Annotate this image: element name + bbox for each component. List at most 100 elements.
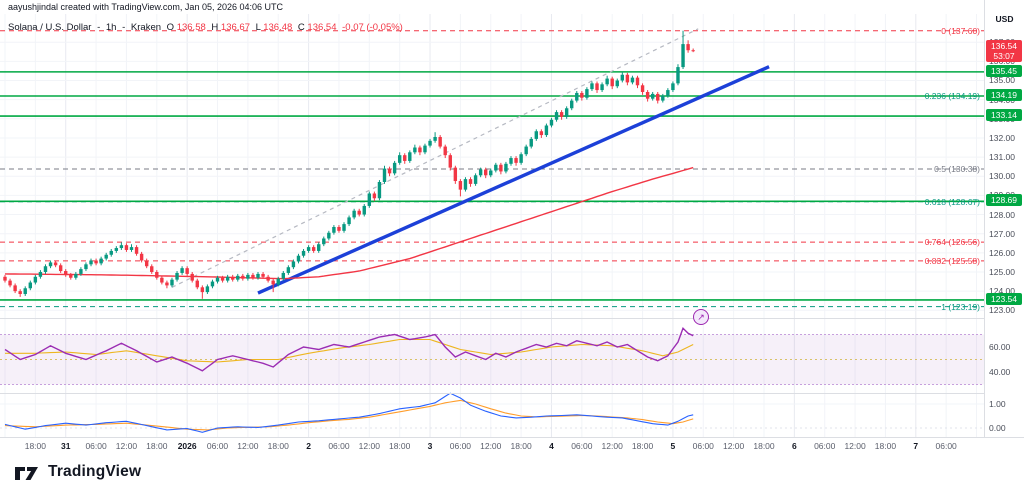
candle-body <box>484 169 488 176</box>
candle-body <box>342 224 346 231</box>
candle-body <box>504 163 508 172</box>
candle-body <box>129 247 134 250</box>
candle-body <box>559 112 564 117</box>
candle-body <box>195 280 199 288</box>
candle-body <box>620 74 625 81</box>
candle-body <box>266 276 270 281</box>
candle-body <box>600 84 604 91</box>
candle-body <box>246 274 250 279</box>
candle-body <box>296 255 301 262</box>
candle-body <box>615 80 619 87</box>
candle-body <box>311 247 316 251</box>
candle-body <box>99 258 103 264</box>
candle-body <box>205 286 210 293</box>
candle-body <box>610 78 614 87</box>
fib-level-label: 0.5 (130.38) <box>934 163 980 174</box>
candle-body <box>473 175 478 184</box>
candle-body <box>352 210 356 218</box>
price-line-badge: 128.69 <box>986 194 1022 207</box>
time-tick-label: 3 <box>427 441 433 451</box>
tradingview-wordmark[interactable]: TradingView <box>48 462 142 480</box>
panel-separator[interactable] <box>0 393 1024 394</box>
candle-body <box>160 277 164 283</box>
candle-body <box>200 287 205 293</box>
candle-body <box>590 83 594 90</box>
candle-body <box>220 277 225 281</box>
candle-body <box>372 193 377 199</box>
candle-body <box>478 169 483 176</box>
candle-body <box>53 262 58 266</box>
time-tick-label: 18:00 <box>510 441 532 451</box>
time-tick-label: 06:00 <box>935 441 957 451</box>
ohlc-open-value: 136.58 <box>176 22 206 33</box>
time-tick-label: 31 <box>60 441 71 451</box>
candle-body <box>585 89 589 98</box>
price-line-badge: 123.54 <box>986 292 1022 305</box>
time-tick-label: 12:00 <box>722 441 745 451</box>
candle-body <box>509 158 513 164</box>
time-tick-label: 18:00 <box>874 441 897 451</box>
ohlc-close-label: C <box>297 22 305 33</box>
price-tick-label: 125.00 <box>989 266 1015 277</box>
blue-trend-line <box>257 65 770 295</box>
candle-body <box>413 147 417 153</box>
candle-body <box>332 226 336 233</box>
legend-separator: - <box>122 22 126 33</box>
candle-body <box>144 260 149 267</box>
candle-body <box>124 245 129 250</box>
time-tick-label: 06:00 <box>85 441 107 451</box>
candle-body <box>448 155 452 168</box>
candle-body <box>139 253 144 261</box>
candle-body <box>104 254 108 259</box>
price-tick-label: 124.00 <box>989 286 1015 297</box>
candle-body <box>671 83 675 91</box>
candle-body <box>575 92 579 101</box>
candle-body <box>468 179 473 184</box>
time-tick-label: 7 <box>913 441 919 451</box>
candle-body <box>114 248 119 251</box>
time-tick-label: 18:00 <box>631 441 654 451</box>
candle-body <box>225 276 230 281</box>
macd-signal-line <box>4 399 694 431</box>
macd-line <box>4 392 694 433</box>
time-tick-label: 12:00 <box>844 441 866 451</box>
candle-body <box>595 83 599 91</box>
candle-body <box>681 44 685 68</box>
candle-body <box>306 247 311 251</box>
time-tick-label: 18:00 <box>146 441 168 451</box>
candle-body <box>534 131 538 139</box>
candle-body <box>524 146 528 155</box>
candle-body <box>150 266 154 272</box>
candle-body <box>38 271 43 277</box>
candle-body <box>691 50 695 52</box>
candle-body <box>28 282 32 289</box>
tradingview-logo-icon[interactable] <box>14 463 40 481</box>
time-axis[interactable]: 18:00 31 06:00 12:00 18:00 2026 06:00 12:00 18:0… <box>0 437 1024 456</box>
candle-body <box>387 168 392 174</box>
candle-body <box>180 268 184 273</box>
candle-body <box>281 272 285 279</box>
symbol-title[interactable]: Solana / U.S. Dollar <box>8 22 92 33</box>
symbol-legend[interactable]: Solana / U.S. Dollar - 1h - Kraken O 136… <box>8 22 406 33</box>
interval-label[interactable]: 1h <box>105 22 117 33</box>
candle-body <box>3 276 7 281</box>
time-tick-label: 12:00 <box>237 441 259 451</box>
time-tick-label: 18:00 <box>753 441 775 451</box>
candle-body <box>261 273 265 277</box>
panel-separator[interactable] <box>0 318 1024 319</box>
time-tick-label: 06:00 <box>814 441 836 451</box>
candle-body <box>23 288 27 295</box>
chart-canvas[interactable] <box>0 0 985 437</box>
candle-body <box>48 262 53 267</box>
candle-body <box>69 274 73 278</box>
candle-body <box>605 78 609 85</box>
price-axis[interactable]: USD 136.54 53:07 137.00136.00135.00134.0… <box>984 0 1024 437</box>
ohlc-high-label: H <box>211 22 219 33</box>
indicator-marker-icon[interactable]: ↗ <box>693 309 709 325</box>
fib-level-label: 1 (123.19) <box>941 301 980 312</box>
candle-body <box>210 281 215 287</box>
candle-body <box>322 238 326 245</box>
candle-body <box>89 260 93 265</box>
candle-body <box>489 170 493 176</box>
fib-level-label: 0.618 (128.67) <box>924 196 980 207</box>
